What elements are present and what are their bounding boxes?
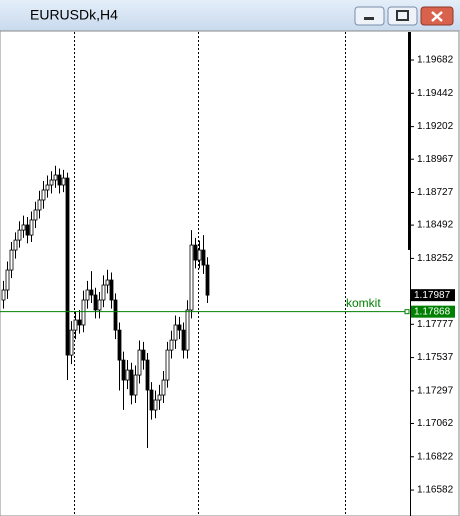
candle-body [181,329,186,351]
candle-body [49,179,54,186]
y-tick-label: 1.18727 [417,187,454,198]
candle-body [153,399,158,411]
scroll-marker [408,32,411,250]
candle-body [161,379,166,396]
line-price-box [411,305,455,318]
candle-body [169,339,174,351]
candle-body [85,289,90,301]
candle-body [177,324,182,331]
close-button[interactable] [420,6,454,26]
candle-body [165,349,170,381]
candle-body [185,309,190,351]
candle-body [141,349,146,361]
candle-body [65,177,70,356]
candle-body [117,329,122,361]
candle-body [25,224,30,236]
candle-body [113,299,118,331]
candle-body [201,249,206,266]
minimize-button[interactable] [354,6,385,26]
candle-body [73,319,78,331]
candle-body [81,299,86,326]
candle-body [129,369,134,396]
y-tick-label: 1.19202 [417,121,454,132]
y-tick-label: 1.17777 [417,319,454,330]
candle-body [93,294,98,311]
candle-body [77,319,82,326]
period-separators [74,32,346,516]
candle-body [57,174,62,186]
candle-body [197,249,202,261]
y-tick-label: 1.18252 [417,253,454,264]
candle-body [109,279,114,301]
candle-body [1,289,6,301]
bid-price-box [411,289,455,302]
candle-body [145,359,150,391]
candle-body [69,329,74,356]
candle-body [37,199,42,211]
candle-body [45,184,50,191]
line-label: komkit [346,296,381,310]
y-tick-label: 1.17297 [417,386,454,397]
candle-body [193,244,198,261]
candle-body [121,359,126,381]
candle-body [125,369,130,381]
candle-body [5,269,10,291]
candle-body [89,289,94,296]
candle-body [101,284,106,301]
y-tick-label: 1.17537 [417,352,454,363]
candle-body [9,249,14,271]
candle-body [149,389,154,411]
candle-body [189,244,194,311]
line-handle [404,309,410,315]
candle-body [205,264,210,296]
y-tick-label: 1.19442 [417,88,454,99]
candle-body [61,177,66,186]
y-tick-label: 1.16822 [417,451,454,462]
candle-body [137,349,142,376]
candle-body [33,209,38,221]
candle-body [133,374,138,396]
y-tick-label: 1.18967 [417,154,454,165]
candle-body [13,239,18,251]
candle-body [41,189,46,201]
candle-body [173,324,178,341]
y-tick-label: 1.18492 [417,220,454,231]
bid-price-label: 1.17987 [414,290,451,301]
candle-body [53,174,58,181]
maximize-button[interactable] [387,6,418,26]
candle-body [97,299,102,311]
window-title: EURUSDk,H4 [30,7,118,23]
y-tick-label: 1.19682 [417,55,454,66]
y-tick-label: 1.17062 [417,418,454,429]
candle-body [157,394,162,401]
candle-body [29,219,34,236]
chart-area [0,30,460,516]
candle-body [17,229,22,241]
candle-body [105,279,110,286]
line-price-label: 1.17868 [414,306,451,317]
y-tick-label: 1.16582 [417,485,454,496]
candle-body [21,224,26,231]
